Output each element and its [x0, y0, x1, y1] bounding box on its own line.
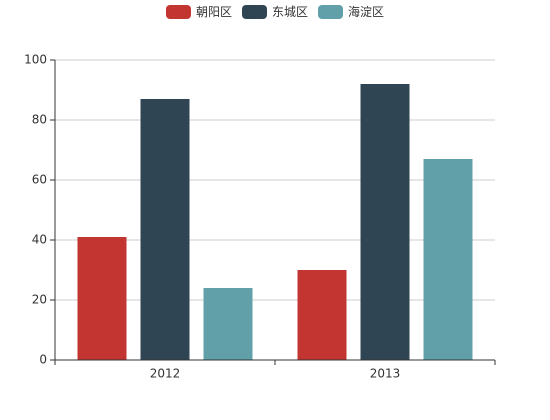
bar — [360, 84, 410, 360]
y-tick-label: 100 — [24, 53, 47, 67]
y-tick-label: 60 — [32, 173, 47, 187]
legend-swatch[interactable] — [318, 5, 343, 19]
legend-label[interactable]: 海淀区 — [348, 4, 384, 19]
y-tick-label: 40 — [32, 233, 47, 247]
x-tick-label: 2013 — [370, 367, 401, 381]
x-tick-label: 2012 — [150, 367, 181, 381]
y-tick-label: 80 — [32, 113, 47, 127]
bar — [203, 288, 253, 360]
legend-label[interactable]: 朝阳区 — [196, 5, 232, 19]
y-tick-label: 20 — [32, 293, 47, 307]
legend-label[interactable]: 东城区 — [272, 5, 308, 19]
bar — [140, 99, 190, 360]
bar — [297, 270, 347, 360]
legend-swatch[interactable] — [166, 5, 191, 19]
legend-swatch[interactable] — [242, 5, 267, 19]
bar — [423, 159, 473, 360]
y-tick-label: 0 — [39, 353, 47, 367]
bar — [77, 237, 127, 360]
